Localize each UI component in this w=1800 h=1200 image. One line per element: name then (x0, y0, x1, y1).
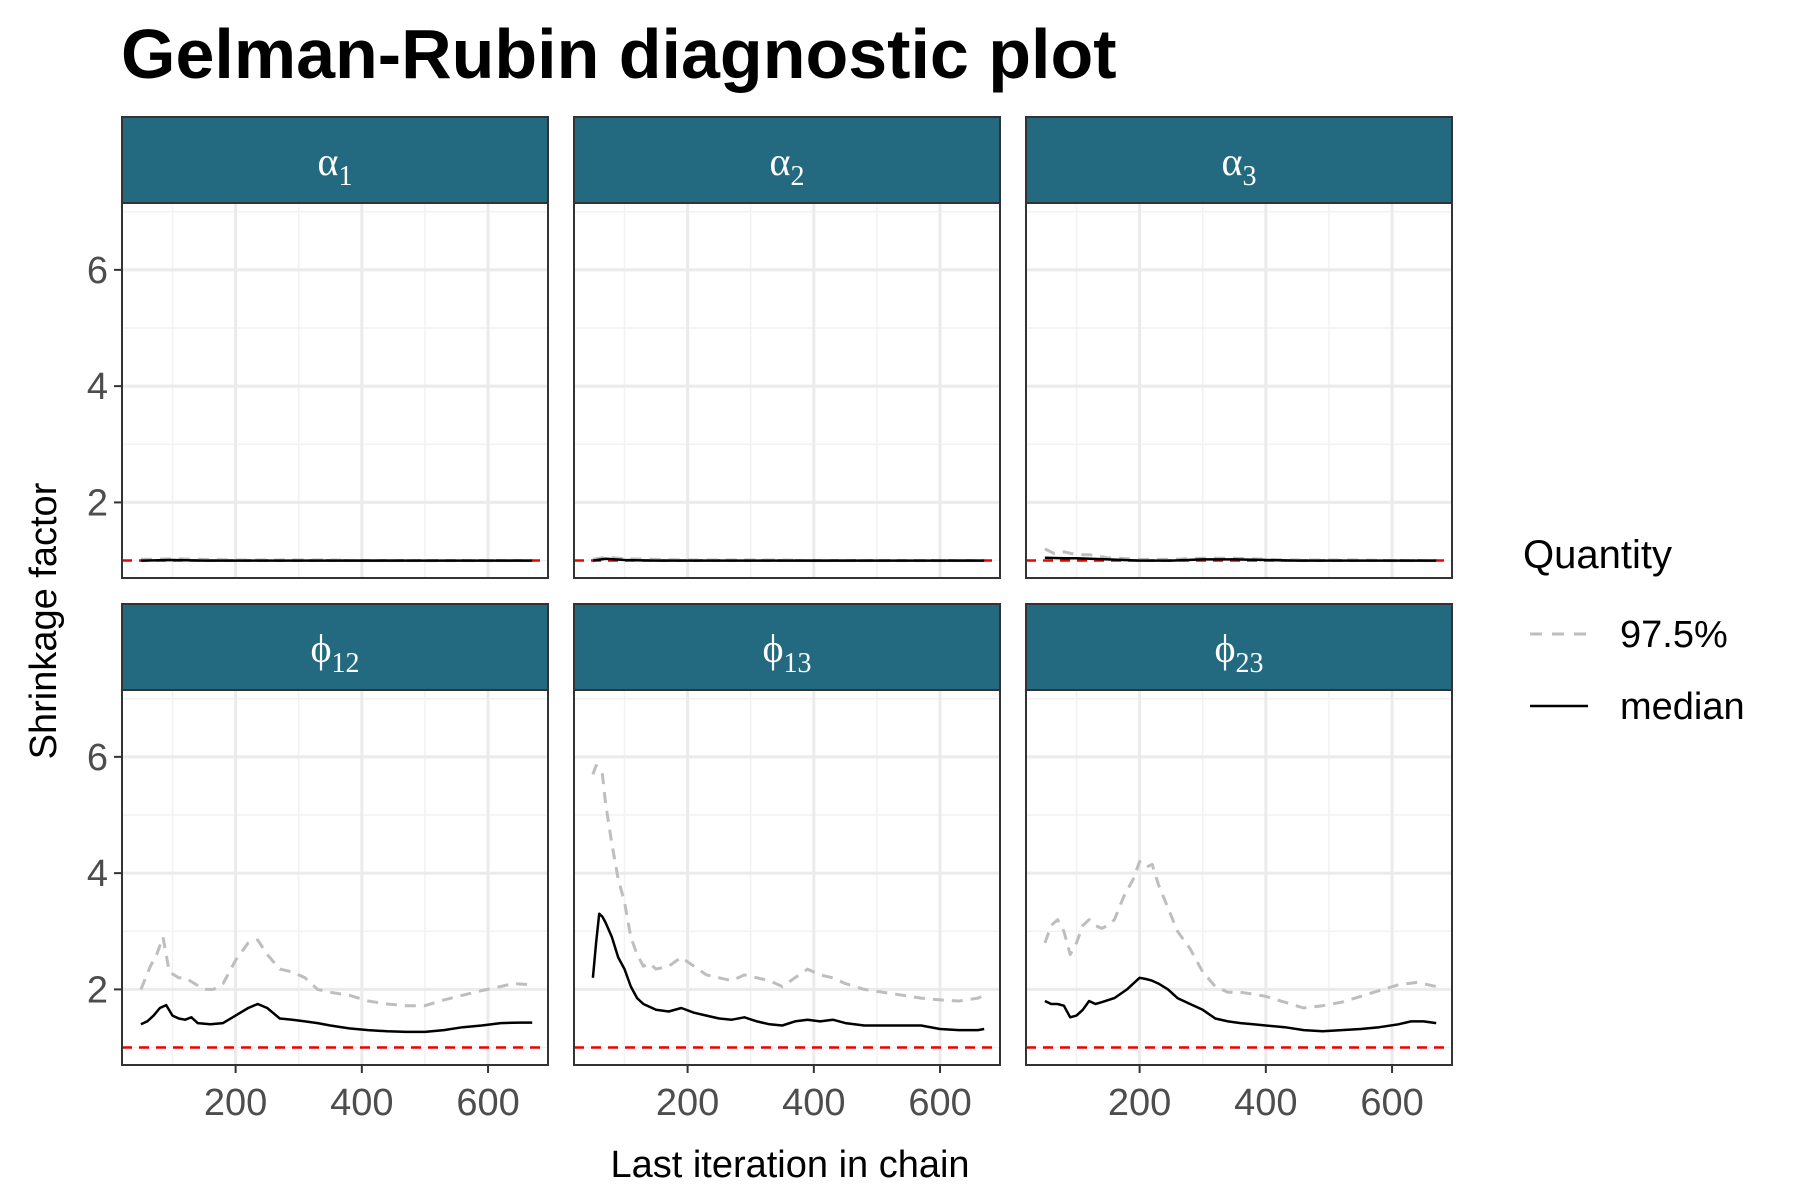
x-tick-label: 400 (330, 1082, 393, 1124)
panel-border (121, 689, 549, 1066)
series-line-median (592, 557, 985, 562)
series-line-q975 (591, 764, 985, 1003)
y-tick-label: 4 (87, 853, 108, 895)
y-tick-label: 6 (87, 250, 108, 292)
x-tick-label: 200 (1108, 1082, 1171, 1124)
legend-label-97-5: 97.5% (1620, 614, 1728, 656)
panel-border (1025, 202, 1453, 579)
x-tick-label: 600 (1360, 1082, 1423, 1124)
series-line-median (140, 1002, 533, 1034)
legend: Quantity 97.5% median (1523, 533, 1745, 728)
panel-border (121, 202, 549, 579)
y-tick-label: 4 (87, 366, 108, 408)
x-axis-title: Last iteration in chain (610, 1144, 969, 1186)
strip-alpha-2 (573, 116, 1001, 204)
y-tick-label: 6 (87, 737, 108, 779)
strip-phi-23 (1025, 603, 1453, 691)
strip-alpha-1 (121, 116, 549, 204)
y-axis-title: Shrinkage factor (23, 482, 65, 759)
chart-title: Gelman-Rubin diagnostic plot (121, 15, 1117, 93)
x-tick-label: 600 (908, 1082, 971, 1124)
strip-phi-13 (573, 603, 1001, 691)
strip-label-alpha-2: α2 (770, 139, 805, 192)
panel-border (573, 202, 1001, 579)
panel-border (573, 689, 1001, 1066)
series-line-median (140, 558, 533, 562)
panel-alpha-2: α2 (573, 116, 1001, 579)
x-tick-label: 600 (456, 1082, 519, 1124)
strip-phi-12 (121, 603, 549, 691)
x-tick-label: 200 (656, 1082, 719, 1124)
strip-alpha-3 (1025, 116, 1453, 204)
x-tick-label: 400 (1234, 1082, 1297, 1124)
legend-title: Quantity (1523, 533, 1672, 577)
x-tick-label: 400 (782, 1082, 845, 1124)
panel-alpha-3: α3 (1025, 116, 1453, 579)
series-line-q975 (1043, 860, 1437, 1010)
series-line-median (591, 912, 985, 1032)
legend-label-median: median (1620, 686, 1745, 728)
series-line-q975 (139, 935, 533, 1008)
y-tick-label: 2 (87, 482, 108, 524)
series-line-median (1044, 556, 1437, 562)
series-line-median (1044, 976, 1437, 1033)
y-tick-label: 2 (87, 969, 108, 1011)
x-tick-label: 200 (204, 1082, 267, 1124)
panel-border (1025, 689, 1453, 1066)
